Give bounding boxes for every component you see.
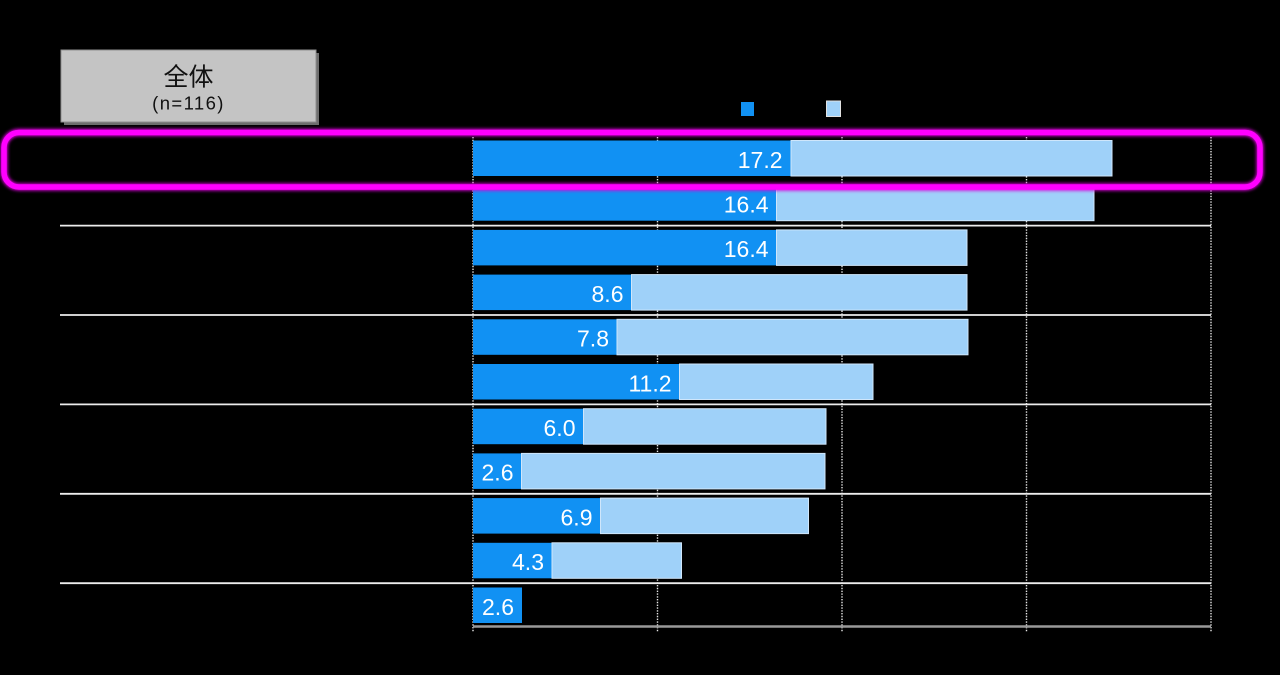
- svg-text:2.6: 2.6: [482, 460, 514, 486]
- svg-text:11.2: 11.2: [628, 370, 671, 396]
- svg-text:6.0: 6.0: [544, 415, 576, 441]
- svg-text:4.3: 4.3: [512, 549, 544, 575]
- svg-text:全体: 全体: [163, 64, 213, 92]
- svg-text:8.6: 8.6: [592, 281, 624, 307]
- svg-text:6.9: 6.9: [561, 504, 593, 530]
- svg-text:(n=116): (n=116): [152, 93, 225, 114]
- svg-text:16.4: 16.4: [724, 192, 769, 218]
- svg-text:2.6: 2.6: [482, 594, 514, 620]
- svg-text:17.2: 17.2: [738, 147, 783, 173]
- svg-text:16.4: 16.4: [724, 236, 769, 262]
- svg-text:7.8: 7.8: [577, 326, 609, 352]
